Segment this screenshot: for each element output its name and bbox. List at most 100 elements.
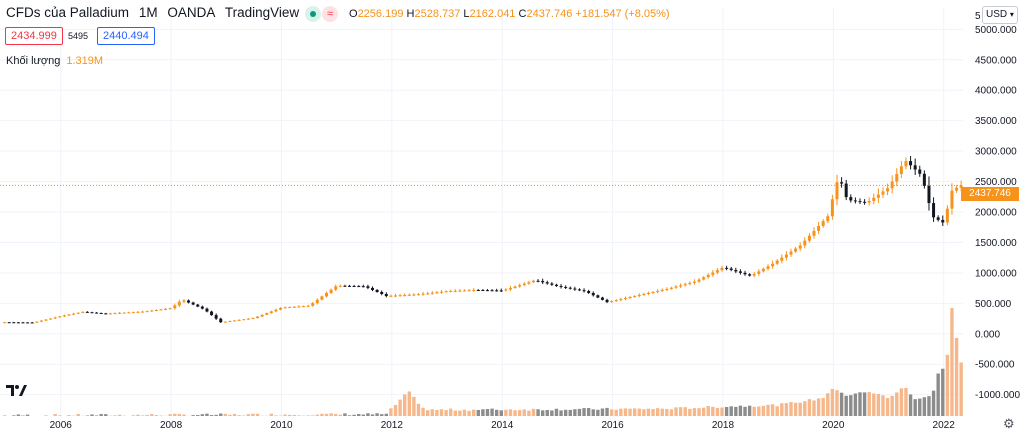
- volume-bar: [872, 393, 876, 416]
- chevron-down-icon: ▾: [1009, 10, 1014, 19]
- candle-body: [591, 292, 595, 296]
- candle-body: [85, 311, 89, 313]
- volume-bar: [251, 413, 255, 416]
- volume-bar: [25, 414, 30, 416]
- candle-body: [702, 277, 706, 280]
- volume-bar: [412, 396, 416, 416]
- candle-body: [849, 197, 853, 201]
- candle-body: [784, 254, 788, 258]
- candle-body: [154, 310, 158, 312]
- price-axis-label: 0.000: [975, 329, 1000, 340]
- delayed-data-icon[interactable]: ≈: [322, 6, 338, 22]
- symbol-header[interactable]: CFDs của Palladium 1M OANDA TradingView: [6, 5, 305, 20]
- volume-bar: [908, 394, 913, 416]
- volume-bar: [94, 415, 99, 416]
- volume-bar: [398, 399, 402, 416]
- price-axis-label: 5000.000: [975, 25, 1017, 36]
- candle-body: [141, 311, 145, 313]
- candle-body: [669, 287, 673, 289]
- candle-body: [729, 268, 733, 270]
- volume-bar: [835, 390, 839, 416]
- volume-label: Khối lượng: [6, 55, 61, 67]
- candle-body: [725, 267, 729, 269]
- volume-bar: [191, 415, 195, 416]
- price-axis[interactable]: 5000.000 4500.000 4000.000 3500.000 3000.000…: [963, 0, 1024, 436]
- candle-body: [481, 290, 485, 292]
- symbol-name[interactable]: CFDs của Palladium: [6, 5, 130, 20]
- interval-label[interactable]: 1M: [138, 5, 158, 20]
- candle-body: [58, 316, 62, 318]
- candle-body: [246, 318, 250, 320]
- sell-price-button[interactable]: 2434.999: [5, 27, 63, 45]
- volume-bar: [375, 413, 379, 416]
- volume-bar: [67, 415, 71, 416]
- time-axis[interactable]: 2006 2008 2010 2012 2014 2016 2018 2020 2022: [50, 420, 956, 431]
- market-status-icon[interactable]: [305, 6, 321, 22]
- candle-body: [214, 315, 218, 319]
- volume-bar: [803, 401, 807, 416]
- currency-label: USD: [986, 9, 1008, 20]
- candle-body: [288, 307, 292, 309]
- candle-body: [76, 312, 80, 314]
- candle-body: [499, 290, 503, 292]
- currency-button[interactable]: USD ▾: [982, 6, 1018, 24]
- volume-bar: [357, 414, 361, 416]
- volume-bar: [389, 408, 393, 416]
- candle-body: [734, 269, 738, 272]
- candle-body: [210, 311, 214, 316]
- candle-body: [577, 289, 581, 291]
- candle-body: [932, 203, 936, 218]
- candle-body: [384, 294, 388, 297]
- candle-body: [780, 257, 784, 261]
- candle-body: [403, 295, 407, 297]
- volume-bar: [692, 408, 697, 416]
- candle-body: [536, 280, 540, 282]
- candle-body: [196, 304, 200, 307]
- candle-body: [950, 190, 954, 209]
- volume-bar: [743, 406, 747, 416]
- candle-body: [909, 161, 913, 166]
- candle-body: [21, 322, 25, 324]
- candle-body: [283, 307, 287, 309]
- tradingview-logo-icon[interactable]: [6, 383, 28, 400]
- time-axis-label: 2014: [491, 420, 514, 431]
- candle-body: [39, 320, 43, 322]
- candle-body: [219, 318, 223, 323]
- candle-body: [223, 321, 227, 323]
- volume-bar: [550, 410, 554, 416]
- candle-body: [131, 312, 135, 314]
- candle-body: [918, 169, 922, 174]
- volume-bar: [858, 392, 862, 416]
- candle-body: [279, 307, 283, 310]
- volume-bar: [173, 413, 177, 416]
- volume-bar: [655, 408, 660, 416]
- candle-body: [394, 295, 398, 297]
- candle-body: [513, 286, 517, 288]
- volume-bar: [628, 408, 632, 416]
- volume-bar: [642, 409, 646, 416]
- volume-bar: [352, 414, 356, 416]
- candle-body: [812, 230, 816, 236]
- volume-bar: [904, 387, 908, 416]
- volume-legend[interactable]: Khối lượng 1.319M: [6, 55, 103, 67]
- volume-bar: [669, 409, 674, 416]
- volume-bar: [453, 410, 457, 416]
- candle-body: [108, 313, 112, 315]
- gear-icon[interactable]: ⚙: [1003, 416, 1015, 431]
- candle-body: [881, 191, 885, 195]
- volume-bar: [844, 395, 848, 416]
- candle-body: [623, 298, 627, 300]
- volume-bar: [393, 404, 398, 416]
- volume-bar: [826, 393, 830, 416]
- high-value: 2528.737: [414, 8, 461, 20]
- volume-bar: [936, 373, 940, 416]
- buy-price-button[interactable]: 2440.494: [97, 27, 155, 45]
- candle-body: [545, 282, 549, 284]
- candle-body: [564, 286, 568, 288]
- volume-bar: [168, 414, 172, 416]
- volume-bar: [481, 409, 485, 416]
- volume-bar: [941, 368, 945, 416]
- candle-body: [472, 289, 476, 291]
- candle-body: [527, 282, 531, 284]
